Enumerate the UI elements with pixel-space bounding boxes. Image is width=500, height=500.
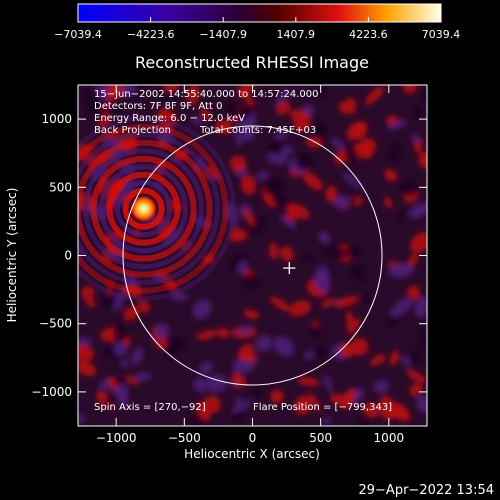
image-panel	[77, 84, 428, 427]
plot-title: Reconstructed RHESSI Image	[135, 53, 369, 72]
x-axis-label: Heliocentric X (arcsec)	[184, 447, 320, 461]
info-method: Back Projection	[94, 125, 171, 136]
x-tick-label: 0	[249, 431, 257, 445]
colorbar-tick-label: −4223.6	[127, 28, 175, 41]
y-tick-label: −500	[39, 317, 72, 331]
y-tick-label: 0	[64, 249, 72, 263]
colorbar	[77, 3, 442, 23]
info-time: 15−Jun−2002 14:55:40.000 to 14:57:24.000	[94, 89, 319, 100]
spin-axis-label: Spin Axis = [270,−92]	[94, 402, 206, 413]
footer-timestamp: 29−Apr−2022 13:54	[359, 483, 495, 498]
colorbar-tick-label: −7039.4	[54, 28, 102, 41]
colorbar-tick-label: 7039.4	[422, 28, 461, 41]
solar-limb	[122, 125, 383, 386]
x-tick-labels: −1000 −500 0 500 1000	[96, 431, 404, 445]
x-tick-label: 500	[309, 431, 332, 445]
axis-ticks	[78, 85, 427, 426]
y-axis-label: Heliocentric Y (arcsec)	[5, 188, 19, 323]
info-total-counts: Total counts: 7.45E+03	[199, 125, 316, 136]
info-detectors: Detectors: 7F 8F 9F, Att 0	[94, 101, 222, 112]
colorbar-tick-label: 4223.6	[349, 28, 388, 41]
colorbar-ticks: −7039.4 −4223.6 −1407.9 1407.9 4223.6 7039.4	[54, 17, 460, 41]
y-tick-labels: 1000 500 0 −500 −1000	[31, 112, 72, 399]
x-tick-label: −500	[168, 431, 201, 445]
y-tick-label: 1000	[41, 112, 72, 126]
crosshair-marker	[283, 262, 296, 275]
colorbar-tick-label: 1407.9	[277, 28, 316, 41]
x-tick-label: 1000	[374, 431, 405, 445]
y-tick-label: 500	[49, 180, 72, 194]
info-energy: Energy Range: 6.0 − 12.0 keV	[94, 113, 245, 124]
source-rings	[78, 116, 237, 302]
flare-source	[129, 194, 158, 223]
colorbar-tick-label: −1407.9	[199, 28, 247, 41]
y-tick-label: −1000	[31, 385, 72, 399]
flare-position-label: Flare Position = [−799,343]	[253, 402, 392, 413]
x-tick-label: −1000	[96, 431, 137, 445]
